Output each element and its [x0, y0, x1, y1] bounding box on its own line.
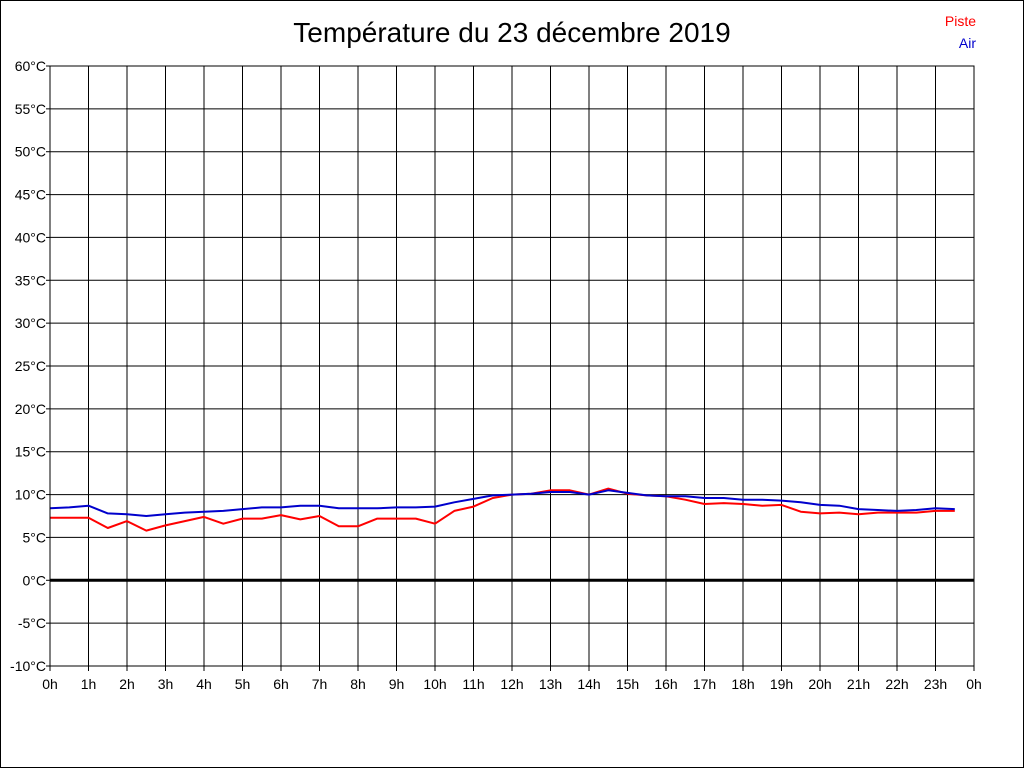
series-lines: [49, 487, 955, 532]
x-tick-label: 9h: [389, 676, 405, 692]
x-tick-label: 0h: [42, 676, 58, 692]
x-tick-label: 12h: [500, 676, 523, 692]
y-tick-label: 35°C: [15, 272, 46, 288]
y-tick-label: 20°C: [15, 401, 46, 417]
x-tick-label: 15h: [616, 676, 639, 692]
series-line-piste: [50, 487, 955, 532]
y-tick-label: 30°C: [15, 315, 46, 331]
x-tick-label: 0h: [966, 676, 982, 692]
x-tick-label: 11h: [462, 676, 484, 692]
x-tick-label: 23h: [924, 676, 947, 692]
x-tick-label: 19h: [770, 676, 793, 692]
x-tick-label: 2h: [119, 676, 135, 692]
y-axis-ticks: -10°C -5°C 0°C 5°C 10°C 15°C 20°C 25°C 30°C 35°C 4…: [10, 58, 50, 674]
y-tick-label: 0°C: [23, 572, 47, 588]
series-line-air: [49, 489, 955, 517]
y-tick-label: 15°C: [15, 444, 46, 460]
plot-border: [49, 65, 975, 667]
y-tick-label: 55°C: [15, 101, 46, 117]
x-tick-label: 21h: [847, 676, 870, 692]
x-tick-label: 7h: [312, 676, 328, 692]
y-tick-label: 5°C: [23, 529, 47, 545]
x-tick-label: 13h: [539, 676, 562, 692]
y-tick-label: 50°C: [15, 144, 46, 160]
y-tick-label: 25°C: [15, 358, 46, 374]
x-tick-label: 6h: [273, 676, 289, 692]
legend-entry-air: Air: [958, 35, 976, 51]
x-tick-label: 18h: [731, 676, 754, 692]
x-axis-ticks: 0h 1h 2h 3h 4h 5h 6h 7h 8h 9h 10h 11h 12h 13h 14h 15h 16…: [42, 666, 982, 692]
chart-title: Température du 23 décembre 2019: [293, 17, 731, 48]
legend-entry-piste: Piste: [944, 13, 976, 29]
y-tick-label: -5°C: [18, 615, 46, 631]
x-tick-label: 3h: [158, 676, 174, 692]
x-tick-label: 5h: [235, 676, 251, 692]
x-tick-label: 16h: [654, 676, 677, 692]
y-tick-label: -10°C: [10, 658, 46, 674]
x-tick-label: 4h: [196, 676, 212, 692]
x-tick-label: 8h: [350, 676, 366, 692]
x-tick-label: 22h: [885, 676, 908, 692]
y-tick-label: 10°C: [15, 487, 46, 503]
x-tick-label: 20h: [808, 676, 831, 692]
x-tick-label: 10h: [423, 676, 446, 692]
x-tick-label: 1h: [81, 676, 97, 692]
x-tick-label: 14h: [577, 676, 600, 692]
y-tick-label: 40°C: [15, 229, 46, 245]
grid-lines: [49, 65, 975, 667]
x-tick-label: 17h: [693, 676, 716, 692]
y-tick-label: 60°C: [15, 58, 46, 74]
y-tick-label: 45°C: [15, 187, 46, 203]
